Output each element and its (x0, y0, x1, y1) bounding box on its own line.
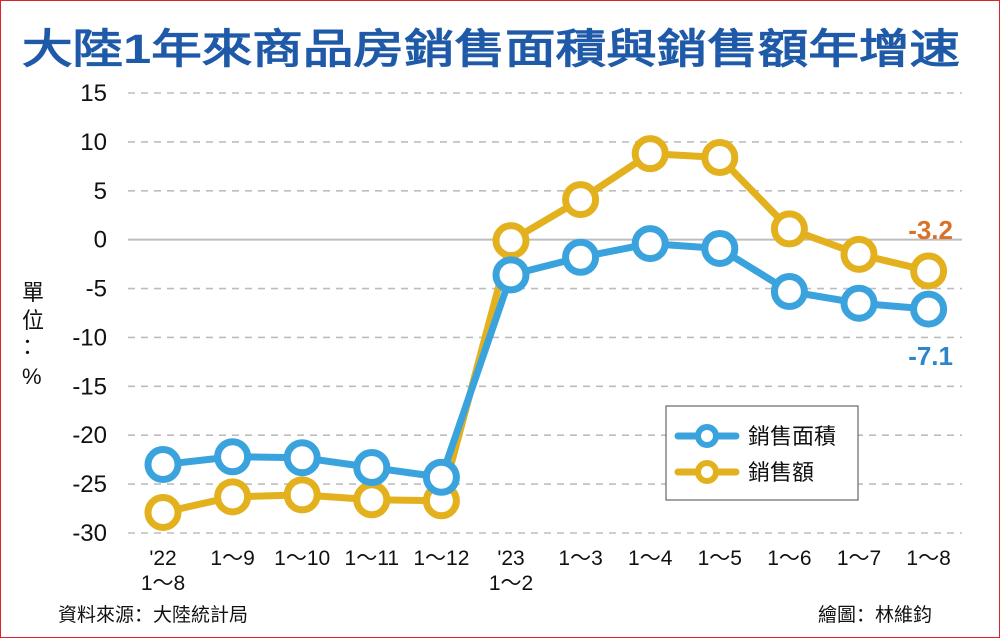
data-point (701, 139, 739, 177)
x-tick-label: 1～12 (413, 547, 469, 570)
data-point (770, 210, 808, 248)
data-point (214, 478, 252, 516)
y-tick-label: -5 (86, 276, 107, 303)
data-point (770, 272, 808, 310)
data-point (492, 256, 530, 294)
data-point (910, 252, 948, 290)
legend-label-area: 銷售面積 (748, 424, 836, 449)
unit-char: 位 (22, 308, 44, 333)
unit-char: % (22, 364, 42, 389)
y-tick-label: 15 (80, 80, 107, 107)
data-point (631, 225, 669, 263)
y-tick-label: 0 (94, 227, 107, 254)
legend-marker-area (695, 424, 719, 448)
legend-box (665, 405, 859, 501)
legend-label-sales: 銷售額 (748, 460, 814, 485)
x-tick-label: 1～11 (345, 547, 399, 570)
x-tick-label: 1～7 (837, 547, 881, 570)
data-point (353, 448, 391, 486)
x-tick-label: 1～8 (141, 572, 185, 595)
data-point (492, 222, 530, 260)
y-tick-label: 5 (94, 178, 107, 205)
legend-marker-sales (695, 460, 719, 484)
y-tick-label: 10 (80, 129, 107, 156)
data-point (214, 438, 252, 476)
credit-note: 繪圖：林維鈞 (818, 604, 932, 626)
x-tick-label: 1～10 (274, 547, 330, 570)
data-point (283, 476, 321, 514)
data-point (910, 290, 948, 328)
unit-char: 單 (22, 280, 44, 305)
x-tick-label: 1～8 (906, 547, 950, 570)
x-tick-label: '23 (497, 547, 524, 570)
x-tick-label: 1～5 (698, 547, 742, 570)
x-tick-label: '22 (149, 547, 176, 570)
data-label: -3.2 (908, 215, 953, 245)
x-tick-label: 1～6 (767, 547, 811, 570)
data-point (562, 238, 600, 276)
x-tick-label: 1～4 (628, 547, 673, 570)
data-point (422, 458, 460, 496)
y-tick-label: -25 (72, 471, 107, 498)
x-tick-label: 1～9 (210, 547, 254, 570)
source-note: 資料來源：大陸統計局 (58, 604, 248, 626)
data-point (353, 481, 391, 519)
data-point (283, 439, 321, 477)
series-area (144, 225, 948, 496)
y-tick-label: -15 (72, 373, 107, 400)
y-tick-label: -10 (72, 324, 107, 351)
data-point (701, 229, 739, 267)
x-tick-label: 1～3 (558, 547, 602, 570)
x-axis-tick-labels: '221～81～9 1～10 1～11 1～12'231～21～3 1～4 1～5 1～6 1… (141, 547, 951, 595)
y-axis-unit-label: 單 位 ： % (22, 280, 44, 389)
x-tick-label: 1～2 (489, 572, 533, 595)
legend: 銷售面積 銷售額 (665, 405, 859, 501)
y-tick-label: -20 (72, 422, 107, 449)
data-point (562, 181, 600, 219)
annotation-layer: -3.2 -7.1 (908, 215, 953, 371)
data-point (840, 235, 878, 273)
data-label: -7.1 (908, 341, 953, 371)
y-axis-tick-labels: 15 10 5 0 -5 -10 -15 -20 -25 -30 (72, 80, 107, 547)
unit-char: ： (22, 334, 44, 359)
series-layer (144, 135, 948, 531)
series-sales (144, 135, 948, 531)
data-point (144, 446, 182, 484)
chart-title: 大陸1年來商品房銷售面積與銷售額年增速 (22, 26, 960, 72)
y-tick-label: -30 (72, 520, 107, 547)
data-point (840, 284, 878, 322)
data-point (144, 493, 182, 531)
data-point (631, 135, 669, 173)
